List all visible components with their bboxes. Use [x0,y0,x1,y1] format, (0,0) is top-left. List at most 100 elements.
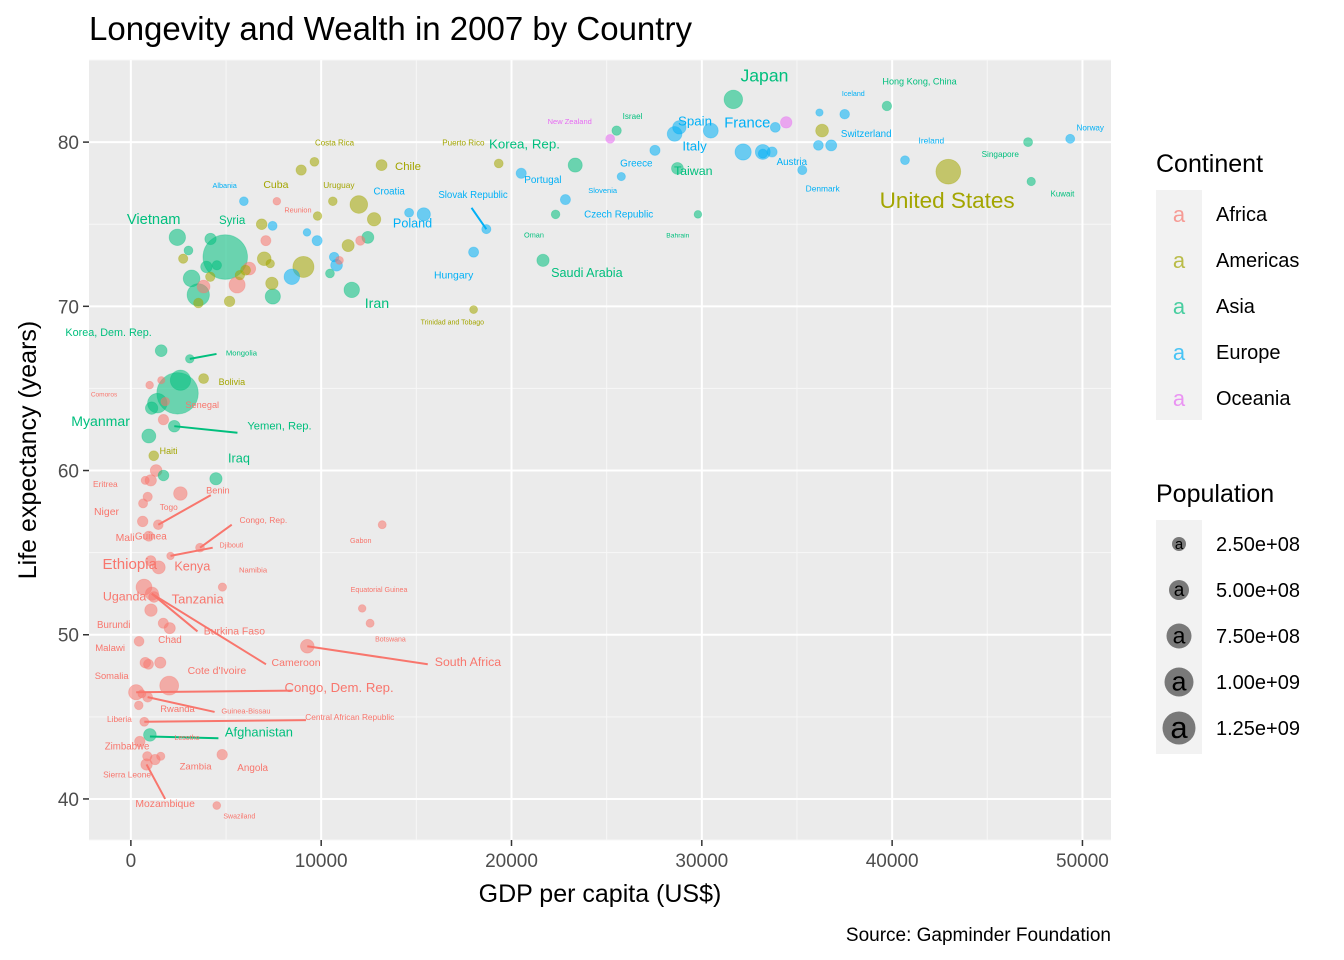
minor-gridlines [89,59,1111,841]
data-point [169,369,192,391]
country-label: Myanmar [71,413,130,429]
country-label: Senegal [185,400,219,410]
data-point [343,281,360,299]
data-point [780,116,793,129]
data-point [145,555,157,567]
data-point [204,232,217,246]
data-point [377,520,387,530]
country-label: Denmark [806,183,841,193]
data-point [223,295,236,308]
country-label: Greece [620,159,653,170]
data-point [157,413,170,426]
leader-line [157,494,212,526]
x-tick-label: 30000 [675,851,728,872]
country-label: Uganda [103,589,147,603]
data-point [142,751,153,762]
country-label: Korea, Rep. [489,137,560,152]
data-point [1065,133,1076,144]
country-label: Congo, Rep. [239,515,287,525]
data-point [234,269,246,281]
data-point [813,140,824,151]
country-label: Zimbabwe [105,742,150,753]
data-point [217,582,227,592]
country-label: South Africa [435,655,501,669]
country-label: Cuba [263,179,288,191]
data-point [309,156,320,167]
x-tick-label: 40000 [866,851,919,872]
data-point [196,279,211,294]
data-point [559,194,571,206]
country-label: Iran [365,296,389,312]
data-point [404,207,414,218]
plot-panel [89,60,1111,840]
data-point [157,376,166,385]
country-label: Burkina Faso [204,627,265,638]
data-point [328,196,338,206]
axis-ticks: 0 10000 20000 30000 40000 50000 40 50 60 70 80 [58,133,1109,872]
data-point [815,108,824,117]
data-point [211,260,222,271]
data-points [128,89,1076,810]
country-label: Trinidad and Tobago [421,319,485,326]
legend-label: 5.00e+08 [1216,580,1300,602]
data-point [649,144,661,156]
data-point [1026,176,1036,187]
data-point [205,271,216,282]
country-label: Albania [213,181,238,190]
country-label: Central African Republic [305,712,394,722]
data-point [148,450,160,462]
data-point [140,475,150,485]
legend-label: 1.25e+09 [1216,718,1300,740]
data-point [166,551,175,561]
country-label: Portugal [524,175,561,186]
data-point [375,159,388,171]
country-labels: Japan United States Spain France Italy Korea,… [65,65,1105,820]
country-label: Lesotho [174,734,199,742]
data-point [349,195,369,214]
legend-key-glyph: a [1173,340,1186,365]
legend-population: a 2.50e+08 a 5.00e+08 a 7.50e+08 a 1.00e+09 a 1.2… [1162,534,1300,745]
legend-label: Americas [1216,250,1299,272]
y-tick-label: 50 [58,626,79,647]
legend-key-glyph: a [1175,536,1184,553]
data-point [139,716,150,727]
data-point [900,155,910,166]
country-label: Angola [237,763,268,774]
legend-label: Oceania [1216,388,1291,410]
country-label: Hong Kong, China [882,77,957,87]
data-point [839,108,850,120]
data-point [168,419,181,433]
country-label: Costa Rica [315,138,355,147]
legend-size-circle [1172,537,1186,551]
y-axis-title: Life expectancy (years) [14,321,42,579]
country-label: Iceland [842,90,865,98]
country-label: Equatorial Guinea [351,586,408,594]
data-point [185,354,195,364]
country-label: Burundi [97,620,130,631]
data-point [815,123,829,138]
label-leader-lines [136,207,488,800]
data-point [183,245,194,256]
country-label: Ireland [919,136,945,146]
leader-line [151,592,199,633]
country-label: Gabon [350,536,372,545]
data-point [178,253,189,264]
legend-key-glyph: a [1173,622,1186,648]
data-point [156,751,166,761]
legend-label: 2.50e+08 [1216,534,1300,556]
country-label: Togo [160,502,178,512]
y-tick-label: 80 [58,133,79,154]
data-point [357,604,367,613]
country-label: Hungary [434,270,474,281]
country-label: Eritrea [93,479,118,489]
leader-line [151,592,267,666]
leader-line [149,735,219,740]
country-label: United States [880,188,1015,213]
country-label: Spain [678,114,712,129]
data-point [300,638,315,654]
country-label: Mongolia [226,349,258,358]
data-point [766,146,778,158]
data-point [264,288,281,305]
country-label: Namibia [239,565,268,574]
data-point [148,591,160,603]
